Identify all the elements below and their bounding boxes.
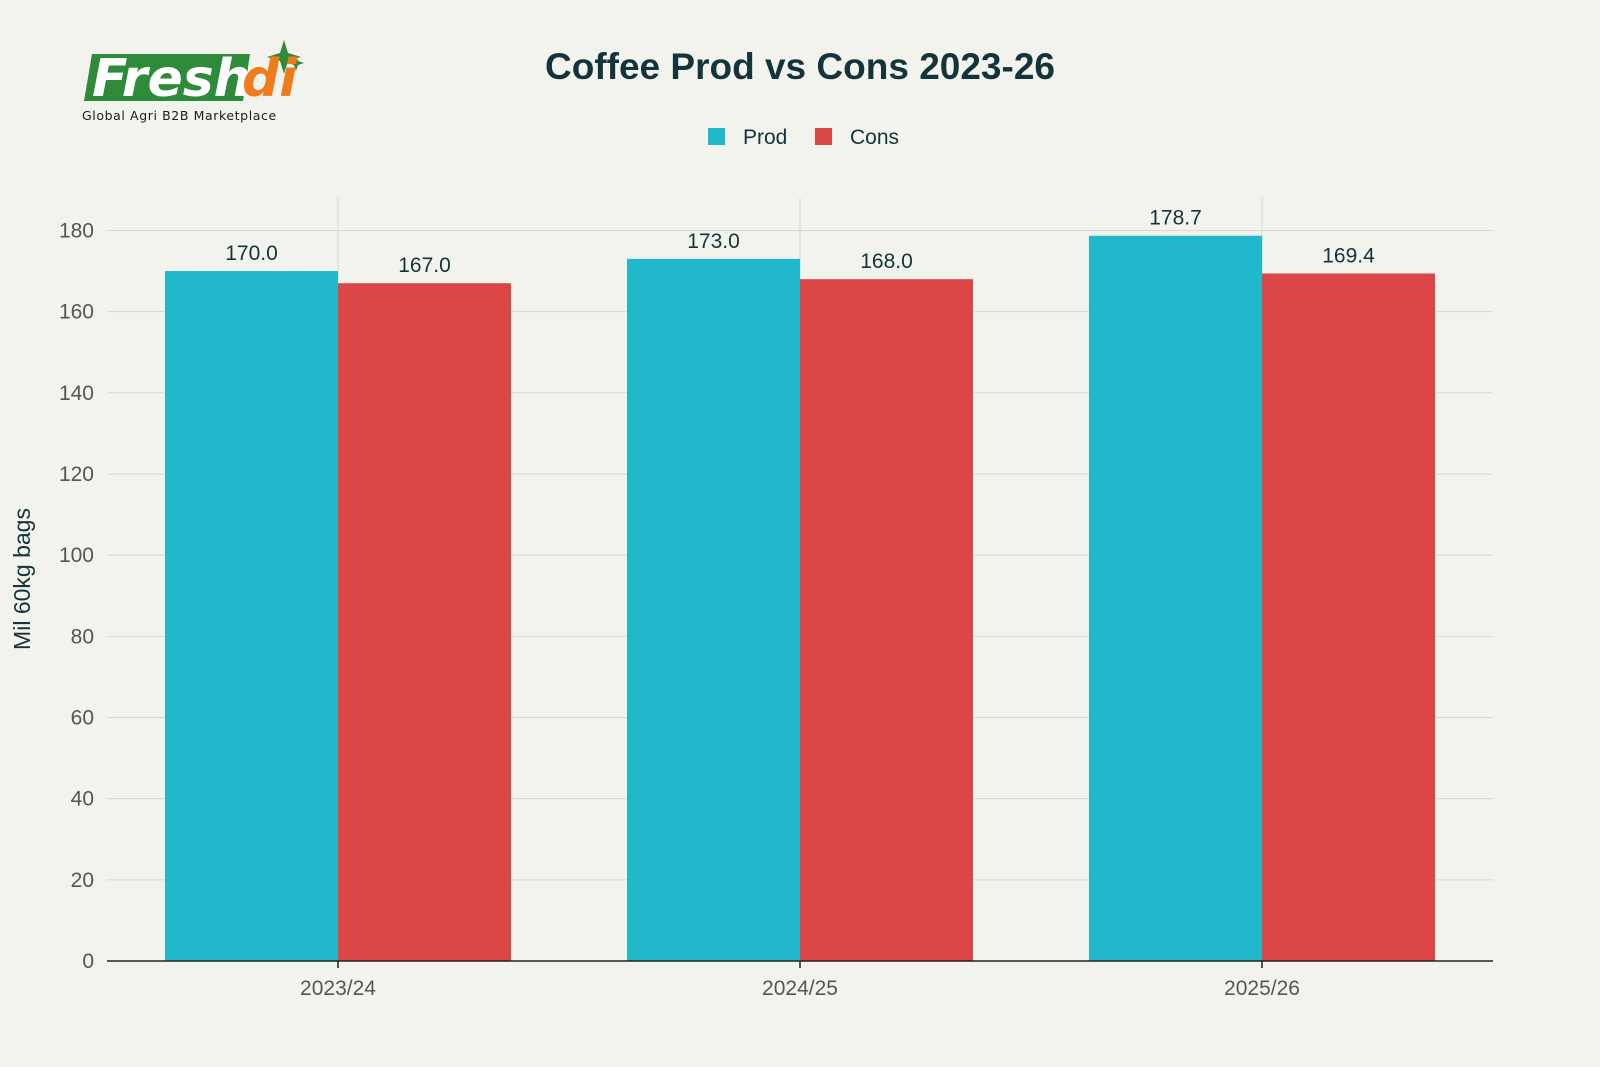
data-label: 169.4	[1322, 244, 1375, 267]
legend: Prod Cons	[708, 126, 899, 149]
x-tick-label: 2023/24	[300, 977, 376, 1000]
bar-cons	[1262, 273, 1435, 962]
logo-wordmark: Fresh	[92, 49, 251, 109]
logo-wordmark-di: di	[242, 49, 298, 109]
y-tick-label: 60	[71, 706, 94, 729]
legend-swatch-cons	[815, 128, 832, 145]
bar-prod	[627, 258, 800, 961]
y-axis-label: Mil 60kg bags	[9, 508, 35, 650]
y-tick-label: 40	[71, 788, 94, 811]
data-label: 173.0	[687, 230, 740, 253]
y-tick-label: 180	[59, 219, 94, 242]
chart-title: Coffee Prod vs Cons 2023-26	[545, 46, 1055, 87]
logo-tagline: Global Agri B2B Marketplace	[82, 108, 277, 123]
y-tick-label: 100	[59, 544, 94, 567]
logo-small-star-icon	[288, 55, 304, 71]
legend-swatch-prod	[708, 128, 725, 145]
bar-prod	[165, 271, 338, 961]
freshdi-logo: Fresh di Global Agri B2B Marketplace	[82, 40, 304, 123]
y-tick-label: 80	[71, 625, 94, 648]
data-label: 167.0	[398, 254, 451, 277]
data-label: 170.0	[225, 242, 278, 265]
y-tick-label: 20	[71, 869, 94, 892]
y-tick-label: 0	[82, 950, 94, 973]
axis-layer: 0 20 40 60 80 100 120 140 160 180 2023/24 2024/25 20…	[59, 219, 1493, 1000]
bars-layer	[165, 235, 1435, 962]
x-tick-label: 2024/25	[762, 977, 838, 1000]
bar-prod	[1089, 235, 1262, 962]
y-tick-label: 140	[59, 382, 94, 405]
y-tick-label: 120	[59, 463, 94, 486]
bar-cons	[338, 283, 511, 961]
legend-label-cons: Cons	[850, 126, 899, 149]
bar-cons	[800, 279, 973, 961]
x-tick-label: 2025/26	[1224, 977, 1300, 1000]
logo-badge	[84, 54, 250, 101]
y-tick-label: 160	[59, 301, 94, 324]
legend-label-prod: Prod	[743, 126, 787, 149]
labels-layer: 170.0 173.0 178.7 167.0 168.0 169.4	[225, 207, 1375, 277]
logo-star-icon	[267, 40, 301, 74]
data-label: 168.0	[860, 250, 913, 273]
data-label: 178.7	[1149, 207, 1202, 230]
